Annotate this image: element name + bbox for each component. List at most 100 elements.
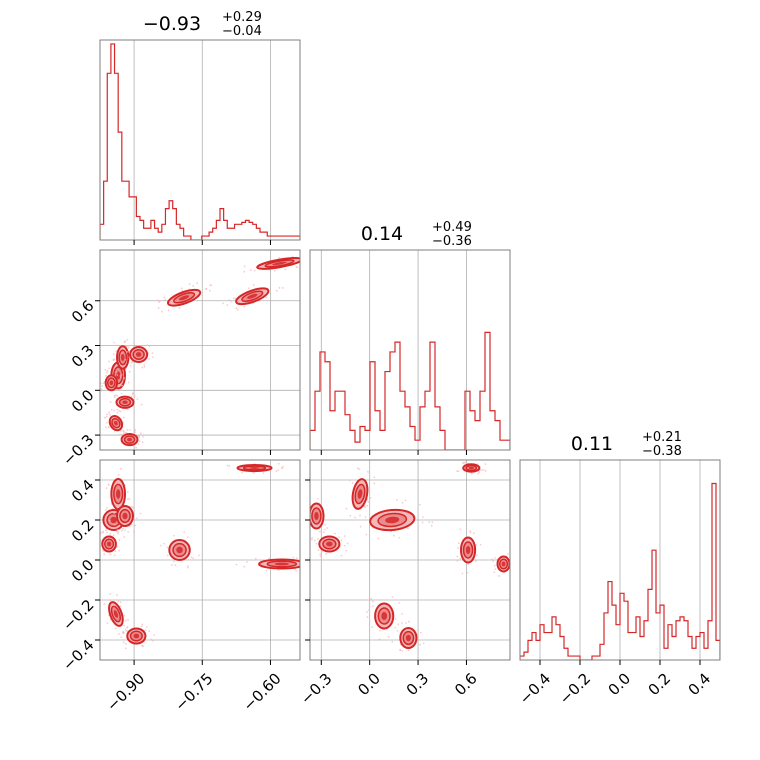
x-tick-label: −0.4 (516, 670, 554, 708)
sample-point (372, 605, 374, 608)
sample-point (105, 529, 107, 532)
sample-point (253, 471, 255, 474)
sample-point (282, 465, 284, 468)
sample-point (178, 307, 181, 309)
sample-point (243, 270, 246, 273)
sample-point (119, 433, 122, 436)
sample-point (365, 611, 368, 613)
sample-point (96, 544, 98, 546)
density-blob (359, 499, 434, 540)
density-blob (120, 623, 156, 650)
sample-point (116, 394, 119, 397)
sample-point (277, 256, 280, 259)
sample-point (126, 498, 129, 501)
sample-point (210, 284, 212, 287)
sample-point (469, 531, 472, 534)
x-tick-label: −0.3 (297, 670, 335, 708)
sample-point (127, 381, 130, 384)
sample-point (130, 505, 133, 508)
sample-point (268, 557, 271, 560)
sample-point (130, 362, 133, 364)
sample-point (514, 560, 516, 562)
sample-point (101, 384, 103, 387)
sample-point (109, 599, 112, 602)
sample-point (314, 561, 316, 563)
sample-point (115, 371, 118, 374)
density-blob (100, 367, 124, 399)
sample-point (180, 287, 183, 290)
sample-point (253, 284, 255, 286)
sample-point (243, 565, 246, 568)
sample-point (114, 550, 117, 553)
sample-point (205, 287, 207, 290)
sample-point (139, 432, 142, 435)
sample-point (296, 266, 299, 269)
sample-point (379, 629, 382, 632)
sample-point (100, 531, 103, 534)
sample-point (116, 374, 119, 376)
sample-point (234, 297, 237, 300)
sample-point (346, 542, 349, 545)
sample-point (141, 645, 144, 647)
sample-point (133, 429, 136, 432)
y-tick-label: 0.0 (68, 556, 98, 586)
sample-point (148, 630, 150, 633)
plot-area (520, 482, 720, 660)
sample-point (134, 431, 137, 434)
sample-point (419, 643, 421, 646)
y-tick-label: −0.3 (59, 431, 97, 469)
sample-point (349, 514, 352, 517)
contour-inner (176, 546, 183, 554)
sample-point (326, 527, 329, 529)
sample-point (142, 435, 144, 438)
sample-point (371, 626, 374, 629)
sample-point (103, 553, 106, 556)
sample-point (492, 560, 494, 563)
sample-point (119, 375, 122, 377)
sample-point (493, 571, 496, 574)
sample-point (113, 512, 115, 514)
sample-point (277, 469, 280, 472)
sample-point (120, 392, 123, 395)
sample-point (122, 527, 124, 530)
sample-point (364, 506, 366, 509)
sample-point (226, 304, 229, 306)
sample-point (236, 308, 239, 311)
title-value: −0.93 (143, 13, 201, 35)
density-blob (156, 282, 212, 313)
sample-point (278, 286, 281, 289)
sample-point (228, 465, 231, 467)
sample-point (166, 546, 169, 549)
sample-point (113, 396, 116, 399)
sample-point (119, 601, 122, 604)
x-tick-label: 0.3 (403, 670, 433, 700)
plot-area (310, 331, 510, 450)
sample-point (120, 373, 123, 376)
sample-point (470, 472, 473, 475)
sample-point (192, 557, 195, 560)
sample-point (127, 346, 130, 349)
sample-point (254, 557, 257, 560)
sample-point (123, 614, 126, 617)
sample-point (249, 269, 252, 271)
sample-point (377, 537, 380, 540)
sample-point (107, 484, 110, 486)
sample-point (161, 310, 163, 313)
sample-point (120, 352, 123, 355)
sample-point (340, 554, 343, 557)
panel-title: 0.14 (361, 223, 403, 245)
sample-point (318, 530, 321, 533)
panel-title: 0.11 (571, 433, 613, 455)
sample-point (262, 472, 265, 474)
sample-point (113, 394, 116, 397)
sample-point (322, 531, 325, 534)
x-tick-label: −0.90 (103, 670, 148, 715)
contour-inner (468, 466, 474, 470)
title-lower-error: −0.36 (432, 234, 472, 249)
sample-point (324, 523, 327, 526)
sample-point (125, 630, 128, 632)
sample-point (146, 344, 149, 347)
sample-point (108, 519, 111, 522)
sample-point (401, 501, 404, 504)
sample-point (128, 497, 131, 500)
